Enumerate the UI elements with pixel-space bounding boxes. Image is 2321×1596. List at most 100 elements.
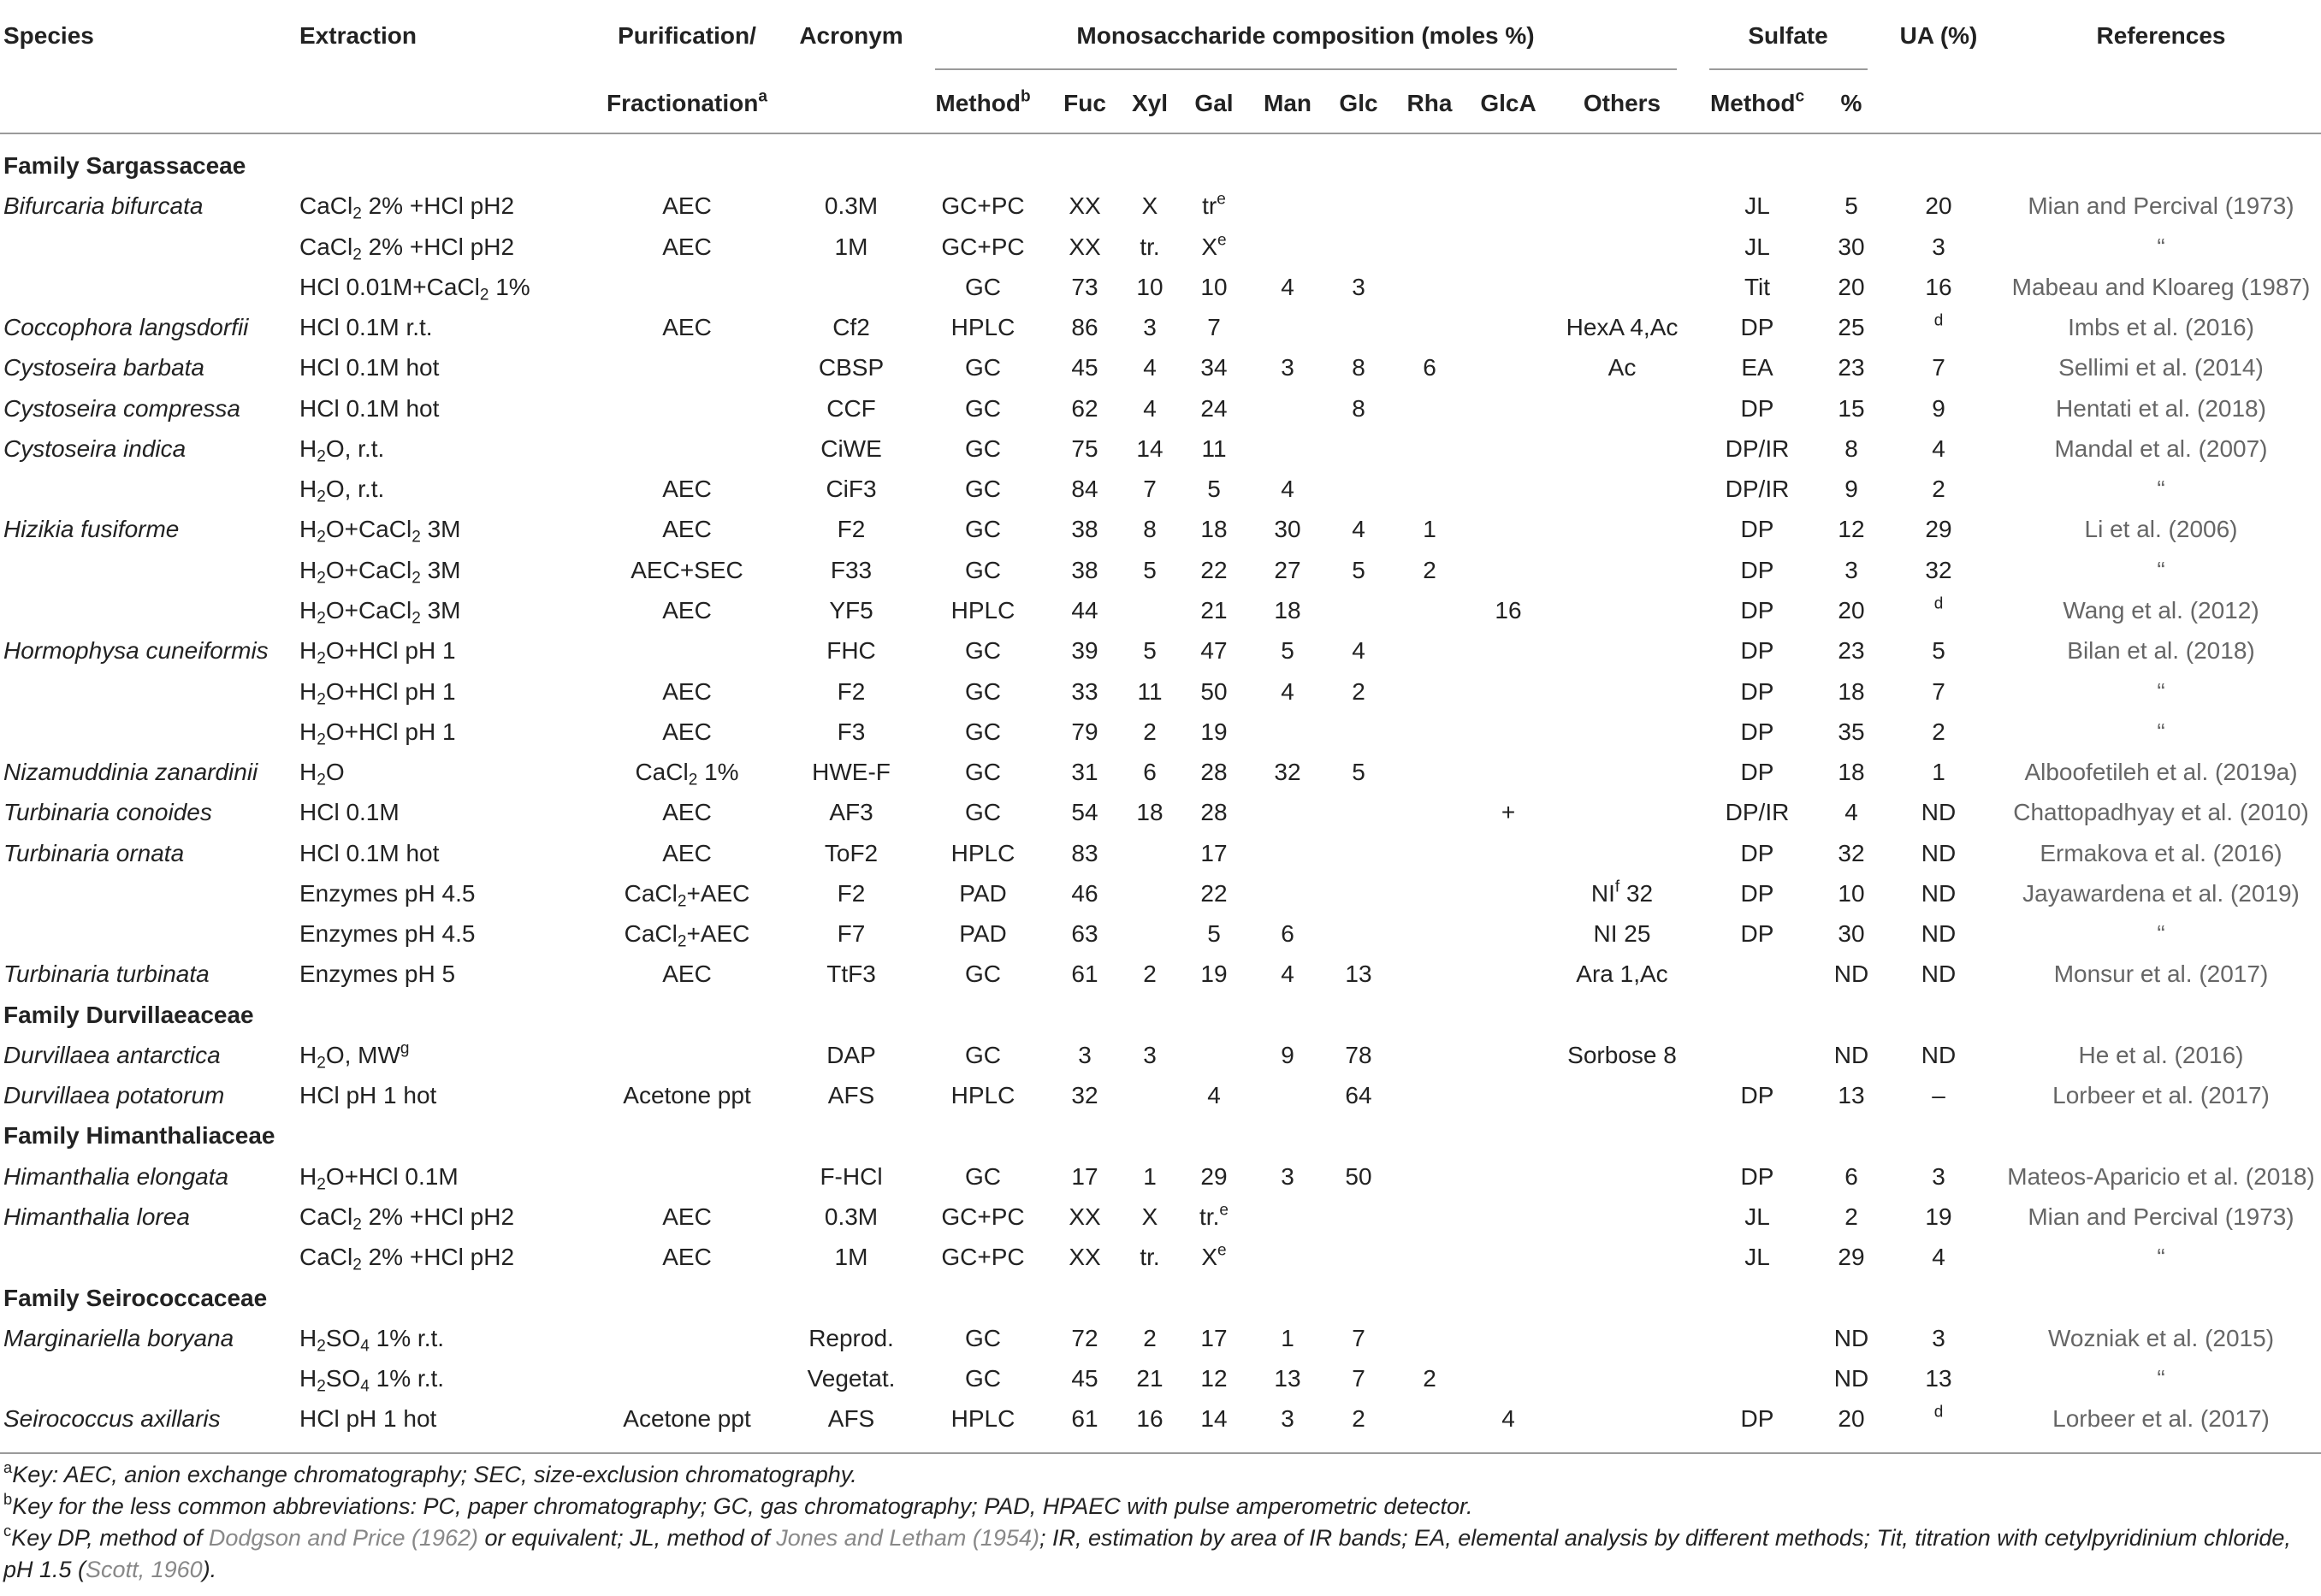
table-cell: ND: [1921, 920, 1957, 948]
table-cell: Cf2: [832, 314, 870, 341]
table-cell: 4: [1281, 961, 1294, 988]
text-part: O+CaCl: [325, 516, 412, 543]
table-cell: 1: [1143, 1162, 1157, 1190]
table-cell: 7: [1207, 314, 1221, 341]
text-part: H: [299, 1365, 317, 1392]
table-cell: GC+PC: [941, 1203, 1025, 1231]
table-cell: 1: [1281, 1324, 1294, 1351]
text-part: 4: [360, 1377, 370, 1396]
reference: “: [2157, 677, 2165, 705]
table-cell: H2SO4 1% r.t.: [299, 1321, 444, 1356]
reference: Chattopadhyay et al. (2010): [2013, 799, 2309, 826]
table-cell: AFS: [827, 1082, 875, 1109]
table-cell: 12: [1200, 1365, 1228, 1392]
table-cell: 3: [1932, 1162, 1945, 1190]
text-part: O, r.t.: [325, 476, 385, 503]
table-cell: H2O+CaCl2 3M: [299, 512, 460, 547]
table-cell: 11: [1201, 434, 1227, 462]
table-cell: 4: [1932, 1244, 1945, 1271]
text-part: X: [1201, 233, 1218, 260]
text-part: Key for the less common abbreviations: P…: [12, 1493, 1473, 1519]
table-cell: JL: [1744, 1244, 1770, 1271]
reference: Mian and Percival (1973): [2028, 192, 2294, 220]
table-cell: 4: [1352, 516, 1365, 543]
column-subheader: Fractionationa: [607, 86, 767, 121]
table-cell: 9: [1932, 394, 1945, 422]
table-cell: H2O+HCl pH 1: [299, 634, 456, 668]
table-cell: 5: [1143, 637, 1157, 665]
table-cell: 6: [1844, 1162, 1858, 1190]
text-part: Key DP, method of: [11, 1525, 209, 1551]
text-part: +AEC: [686, 879, 750, 907]
table-cell: 64: [1345, 1082, 1372, 1109]
table-cell: 30: [1838, 920, 1865, 948]
family-heading: Family Durvillaeaceae: [3, 1001, 254, 1028]
table-cell: 0.3M: [824, 192, 879, 220]
table-cell: AEC: [662, 476, 712, 503]
table-cell: 11: [1137, 677, 1163, 705]
table-cell: GC: [965, 637, 1001, 665]
table-cell: 17: [1071, 1162, 1098, 1190]
table-cell: DP: [1740, 677, 1774, 705]
table-cell: H2O, r.t.: [299, 432, 384, 466]
table-cell: 4: [1143, 354, 1157, 381]
table-cell: 20: [1838, 1405, 1865, 1433]
text-part: a: [3, 1457, 13, 1476]
table-cell: 79: [1071, 718, 1098, 745]
table-cell: H2O: [299, 755, 345, 789]
text-part: 2: [317, 569, 326, 588]
table-cell: ToF2: [824, 839, 879, 866]
table-cell: 22: [1200, 879, 1228, 907]
table-cell: AEC: [662, 192, 712, 220]
text-part: 2: [412, 609, 421, 628]
table-cell: GC+PC: [941, 1244, 1025, 1271]
table-cell: +: [1501, 799, 1516, 826]
table-cell: Enzymes pH 4.5: [299, 879, 476, 907]
table-cell: GC: [965, 677, 1001, 705]
table-cell: 24: [1200, 394, 1228, 422]
table-cell: 30: [1274, 516, 1301, 543]
table-cell: 2: [1352, 1405, 1365, 1433]
text-part: 2: [352, 1256, 362, 1274]
species: Himanthalia elongata: [3, 1162, 229, 1190]
column-header: Sulfate: [1748, 22, 1828, 49]
table-cell: 16: [1925, 273, 1952, 300]
table-cell: TtF3: [826, 961, 876, 988]
table-cell: GC: [965, 1041, 1001, 1068]
table-cell: 50: [1345, 1162, 1372, 1190]
table-cell: DP: [1740, 920, 1774, 948]
species: Turbinaria ornata: [3, 839, 185, 866]
table-cell: ND: [1921, 879, 1957, 907]
text-part: SO: [325, 1365, 361, 1392]
table-cell: 2: [1844, 1203, 1858, 1231]
table-cell: XX: [1069, 233, 1101, 260]
text-part: 2: [317, 771, 326, 789]
table-cell: d: [1934, 594, 1944, 628]
table-cell: CiWE: [820, 434, 882, 462]
species: Coccophora langsdorfii: [3, 314, 249, 341]
text-part: 2: [317, 488, 326, 506]
text-part: 2: [479, 286, 489, 304]
citation-link: Jones and Letham (1954): [776, 1525, 1039, 1551]
reference: Lorbeer et al. (2017): [2052, 1082, 2270, 1109]
text-part: O, MW: [325, 1041, 400, 1068]
reference: Sellimi et al. (2014): [2058, 354, 2264, 381]
table-cell: NIf 32: [1591, 877, 1653, 911]
table-cell: 2: [1423, 1365, 1436, 1392]
text-part: O+HCl 0.1M: [325, 1162, 459, 1190]
table-cell: 7: [1932, 677, 1945, 705]
table-cell: 3: [1143, 1041, 1157, 1068]
text-part: 2% +HCl pH2: [361, 192, 515, 220]
table-cell: 5: [1281, 637, 1294, 665]
text-part: H: [299, 677, 317, 705]
table-cell: Ac: [1608, 354, 1637, 381]
table-cell: Acetone ppt: [623, 1082, 751, 1109]
species: Hormophysa cuneiformis: [3, 637, 269, 665]
text-part: 2: [317, 609, 326, 628]
table-cell: 4: [1501, 1405, 1515, 1433]
table-cell: 20: [1838, 273, 1865, 300]
table-cell: 18: [1838, 677, 1865, 705]
table-cell: d: [1934, 310, 1944, 345]
species: Turbinaria turbinata: [3, 961, 210, 988]
table-cell: 7: [1932, 354, 1945, 381]
